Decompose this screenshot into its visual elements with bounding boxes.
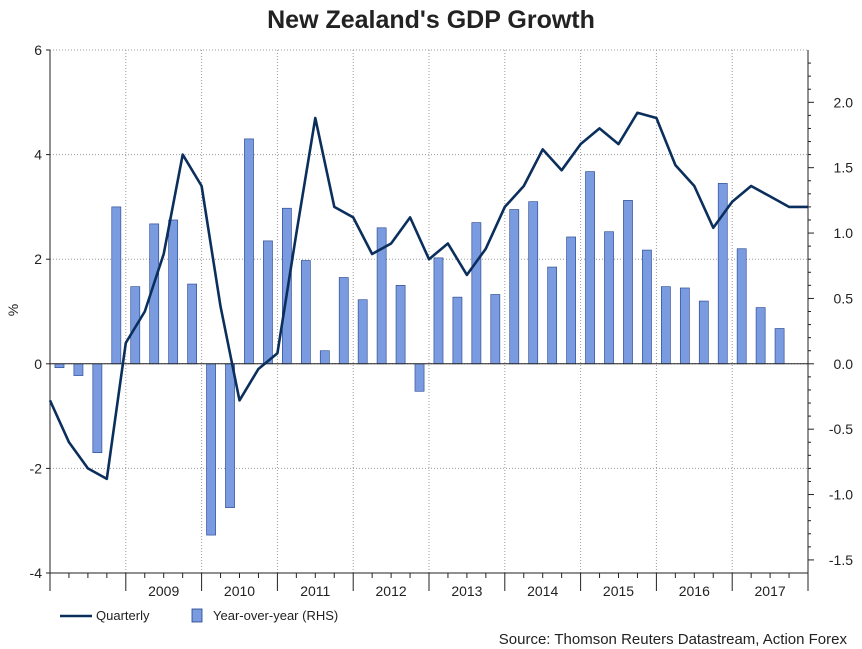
- left-tick-label: -4: [30, 565, 43, 581]
- x-year-label: 2011: [300, 583, 330, 599]
- x-year-label: 2014: [527, 583, 558, 599]
- bar-2014Q4: [566, 236, 576, 365]
- right-tick-label: -1.5: [829, 552, 853, 568]
- right-tick-label: 1.0: [834, 225, 854, 241]
- left-tick-label: 6: [34, 42, 42, 58]
- quarterly-series-line: [48, 111, 808, 481]
- x-year-label: 2009: [148, 583, 179, 599]
- yoy-bars: [54, 138, 785, 536]
- tick-labels: -4 -2 0 2 4 6 -1.5 -1.0 -0.5 0.0 0.5 1.0 1.5 2.0 2009 2…: [30, 42, 854, 599]
- bar-2013Q1: [433, 257, 444, 365]
- bar-2016Q3: [698, 300, 709, 365]
- bar-2011Q4: [338, 277, 349, 365]
- axes: [46, 49, 814, 591]
- x-year-label: 2016: [679, 583, 710, 599]
- bar-2013Q4: [490, 294, 501, 365]
- legend-quarterly-label: Quarterly: [96, 608, 150, 623]
- legend-yoy-label: Year-over-year (RHS): [213, 608, 338, 623]
- bar-2017Q3: [774, 328, 785, 365]
- legend-yoy-swatch: [191, 608, 203, 623]
- right-tick-label: 1.5: [834, 160, 854, 176]
- left-tick-label: 0: [34, 356, 42, 372]
- right-tick-label: 0.5: [834, 290, 854, 306]
- bar-2010Q2: [225, 363, 235, 508]
- bar-2008Q1: [54, 363, 65, 369]
- bar-2017Q1: [736, 248, 747, 365]
- left-tick-label: 4: [34, 147, 42, 163]
- bar-2010Q4: [263, 240, 273, 365]
- x-year-label: 2015: [603, 583, 634, 599]
- source-note: Source: Thomson Reuters Datastream, Acti…: [499, 631, 848, 648]
- y-axis-label: %: [5, 304, 21, 316]
- bar-2010Q3: [244, 138, 254, 365]
- bar-2009Q4: [187, 283, 197, 365]
- bar-2013Q3: [471, 222, 482, 365]
- right-tick-label: 0.0: [834, 356, 854, 372]
- bar-2008Q3: [92, 363, 103, 454]
- right-tick-label: -0.5: [829, 421, 853, 437]
- bar-2012Q4: [414, 363, 425, 392]
- x-year-label: 2010: [224, 583, 255, 599]
- bar-2009Q3: [168, 219, 179, 365]
- left-tick-label: 2: [34, 251, 42, 267]
- left-tick-label: -2: [30, 460, 43, 476]
- bar-2016Q1: [661, 286, 671, 365]
- x-year-label: 2017: [755, 583, 786, 599]
- bar-2014Q1: [509, 209, 520, 365]
- quarterly-line: [48, 111, 808, 481]
- bar-2008Q2: [73, 363, 84, 376]
- right-tick-label: 2.0: [834, 94, 854, 110]
- bar-2011Q3: [319, 350, 330, 365]
- bar-2013Q2: [452, 296, 463, 365]
- gridlines: [50, 49, 808, 574]
- bar-2017Q2: [755, 307, 766, 365]
- right-tick-label: -1.0: [829, 487, 853, 503]
- bar-2015Q4: [642, 249, 652, 365]
- bar-2015Q3: [623, 200, 633, 365]
- x-year-label: 2013: [451, 583, 482, 599]
- bar-2012Q3: [395, 285, 406, 365]
- bar-2014Q3: [547, 266, 558, 365]
- bar-2016Q2: [679, 287, 690, 365]
- legend: Quarterly Year-over-year (RHS): [60, 608, 338, 623]
- bar-2012Q1: [357, 299, 368, 365]
- chart-title: New Zealand's GDP Growth: [267, 6, 595, 34]
- bar-2015Q2: [604, 231, 614, 365]
- bar-2014Q2: [528, 201, 539, 365]
- bar-2011Q2: [300, 260, 311, 365]
- x-year-label: 2012: [376, 583, 407, 599]
- bar-2015Q1: [585, 171, 595, 365]
- bar-2010Q1: [206, 363, 216, 536]
- bar-2008Q4: [111, 206, 122, 365]
